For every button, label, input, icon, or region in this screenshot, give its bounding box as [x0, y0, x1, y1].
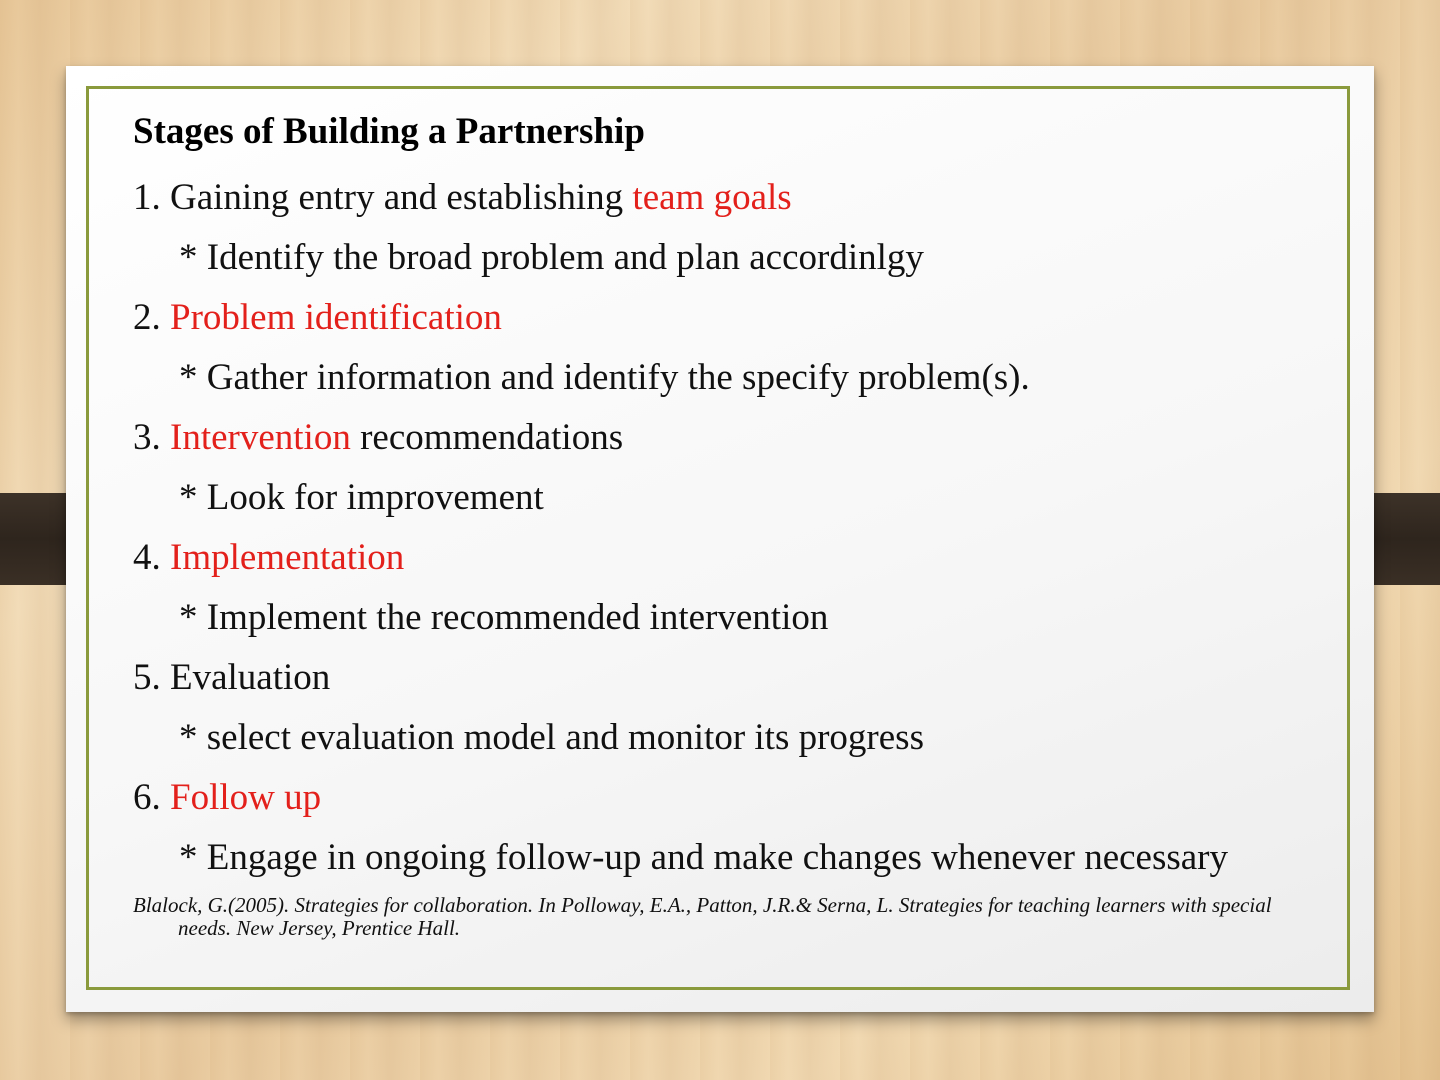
citation-line-1: Blalock, G.(2005). Strategies for collab…	[133, 893, 1272, 917]
stage-1-highlight: team goals	[632, 177, 792, 218]
stage-1-detail: * Identify the broad problem and plan ac…	[179, 237, 924, 278]
stage-6-highlight: Follow up	[170, 777, 322, 818]
stage-3-highlight: Intervention	[170, 417, 351, 458]
stage-6-detail: * Engage in ongoing follow-up and make c…	[179, 837, 1229, 878]
citation: Blalock, G.(2005). Strategies for collab…	[133, 894, 1433, 940]
citation-line-2: needs. New Jersey, Prentice Hall.	[178, 916, 461, 940]
stage-4-detail: * Implement the recommended intervention	[179, 597, 829, 638]
slide-content: Stages of Building a Partnership 1. Gain…	[133, 108, 1433, 940]
stage-2: 2. Problem identification	[133, 297, 502, 338]
stage-2-detail: * Gather information and identify the sp…	[179, 357, 1030, 398]
stage-1: 1. Gaining entry and establishing team g…	[133, 177, 792, 218]
stage-2-highlight: Problem identification	[170, 297, 502, 338]
stage-4: 4. Implementation	[133, 537, 405, 578]
stage-3-detail: * Look for improvement	[179, 477, 544, 518]
stage-5-detail: * select evaluation model and monitor it…	[179, 717, 924, 758]
stage-5: 5. Evaluation	[133, 657, 331, 698]
slide-frame	[86, 86, 1350, 990]
stage-4-highlight: Implementation	[170, 537, 405, 578]
stage-6: 6. Follow up	[133, 777, 322, 818]
slide-card	[66, 66, 1374, 1012]
stage-3: 3. Intervention recommendations	[133, 417, 624, 458]
slide-title: Stages of Building a Partnership	[133, 111, 645, 152]
